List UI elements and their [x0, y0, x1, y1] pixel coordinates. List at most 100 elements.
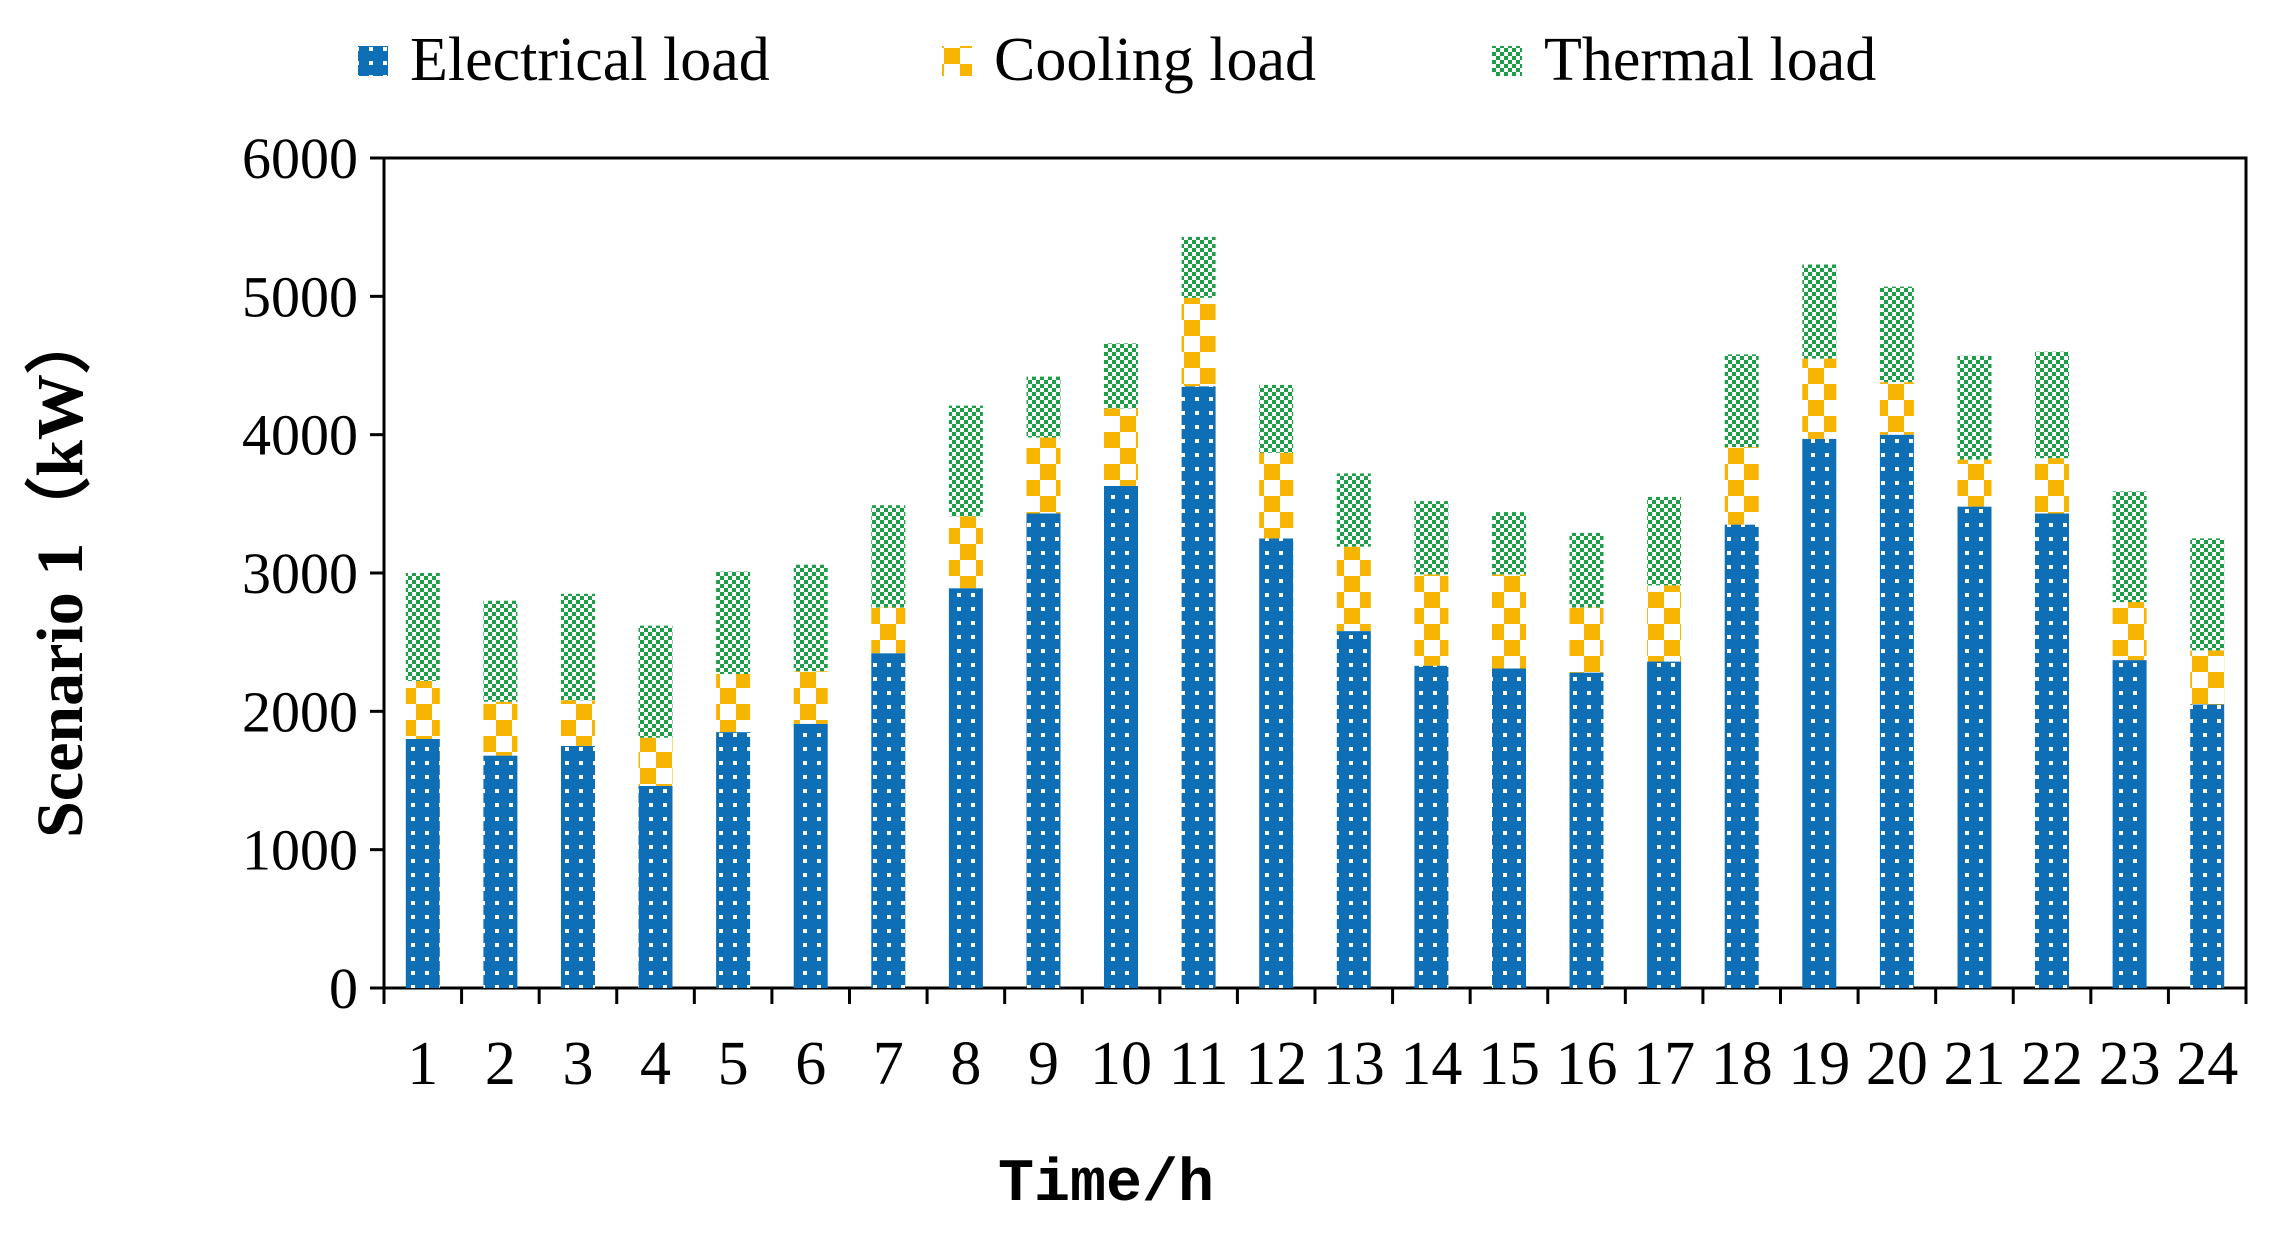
bar-cooling-load-3 [561, 700, 595, 746]
bar-cooling-load-22 [2035, 458, 2069, 514]
bar-thermal-load-1 [405, 573, 440, 681]
bar-electrical-load-1 [405, 739, 440, 988]
bar-thermal-load-21 [1957, 355, 1992, 460]
bar-electrical-load-21 [1957, 506, 1992, 988]
x-tick-label-10: 10 [1090, 1030, 1152, 1098]
bar-thermal-load-22 [2035, 351, 2069, 459]
bar-electrical-load-8 [948, 588, 983, 988]
bar-cooling-load-7 [871, 607, 906, 654]
bar-electrical-load-17 [1647, 661, 1682, 988]
bar-thermal-load-6 [793, 564, 828, 672]
x-tick-label-20: 20 [1866, 1030, 1928, 1098]
bar-thermal-load-5 [716, 571, 751, 674]
bar-cooling-load-8 [948, 516, 983, 589]
x-tick-label-22: 22 [2021, 1030, 2083, 1098]
y-tick-label-1000: 1000 [242, 818, 358, 883]
y-tick-label-4000: 4000 [242, 403, 358, 468]
x-tick-label-8: 8 [950, 1030, 981, 1098]
y-axis-title: Scenario 1（kW） [23, 308, 97, 838]
bar-cooling-load-10 [1104, 408, 1138, 486]
x-tick-label-16: 16 [1556, 1030, 1618, 1098]
x-tick-label-18: 18 [1711, 1030, 1773, 1098]
bar-electrical-load-18 [1724, 524, 1759, 988]
x-tick-label-6: 6 [795, 1030, 826, 1098]
bar-thermal-load-11 [1181, 236, 1216, 298]
y-tick-label-6000: 6000 [242, 126, 358, 191]
x-tick-label-14: 14 [1400, 1030, 1462, 1098]
x-axis: 1 2 3 4 5 6 7 8 9 10 11 12 13 14 15 16 17 18 19 20 21 22 23 24 [382, 988, 2248, 1098]
bar-cooling-load-14 [1414, 574, 1449, 666]
bars-layer [405, 236, 2225, 989]
x-tick-label-17: 17 [1633, 1030, 1695, 1098]
bar-thermal-load-13 [1336, 473, 1371, 547]
x-tick-label-1: 1 [407, 1030, 438, 1098]
x-axis-title: Time/h [998, 1151, 1214, 1219]
bar-cooling-load-17 [1647, 585, 1682, 662]
legend-swatch-electrical-load [358, 46, 388, 76]
bar-thermal-load-19 [1802, 264, 1837, 359]
y-tick-label-5000: 5000 [242, 264, 358, 329]
bar-electrical-load-16 [1569, 672, 1604, 988]
bar-electrical-load-13 [1336, 631, 1371, 988]
bar-electrical-load-3 [561, 745, 595, 988]
x-tick-label-21: 21 [1943, 1030, 2005, 1098]
bar-electrical-load-14 [1414, 665, 1449, 988]
x-tick-label-15: 15 [1478, 1030, 1540, 1098]
bar-thermal-load-12 [1259, 384, 1294, 453]
bar-electrical-load-19 [1802, 438, 1837, 988]
bar-thermal-load-7 [871, 505, 906, 608]
bar-thermal-load-15 [1492, 512, 1526, 575]
legend-label-cooling-load: Cooling load [994, 26, 1316, 94]
bar-cooling-load-18 [1724, 447, 1759, 525]
bar-electrical-load-6 [793, 723, 828, 988]
bar-thermal-load-3 [561, 593, 595, 701]
bar-thermal-load-17 [1647, 496, 1682, 586]
bar-thermal-load-10 [1104, 343, 1138, 409]
bar-electrical-load-2 [483, 755, 518, 988]
x-tick-label-7: 7 [873, 1030, 904, 1098]
x-tick-label-19: 19 [1788, 1030, 1850, 1098]
x-tick-label-11: 11 [1169, 1030, 1229, 1098]
bar-electrical-load-9 [1026, 513, 1061, 988]
bar-electrical-load-23 [2112, 660, 2147, 988]
bar-cooling-load-23 [2112, 602, 2147, 661]
bar-cooling-load-19 [1802, 358, 1837, 439]
bar-cooling-load-13 [1336, 546, 1371, 632]
bar-cooling-load-6 [793, 671, 828, 724]
bar-thermal-load-20 [1879, 286, 1914, 383]
y-tick-label-2000: 2000 [242, 679, 358, 744]
bar-thermal-load-18 [1724, 354, 1759, 448]
bar-thermal-load-8 [948, 405, 983, 517]
bar-thermal-load-9 [1026, 376, 1061, 438]
bar-cooling-load-1 [405, 680, 440, 739]
bar-electrical-load-5 [716, 732, 751, 988]
legend: Electrical load Cooling load Thermal load [358, 26, 1876, 94]
bar-electrical-load-22 [2035, 513, 2069, 988]
bar-electrical-load-4 [638, 786, 673, 988]
x-tick-label-23: 23 [2099, 1030, 2161, 1098]
bar-electrical-load-10 [1104, 485, 1138, 988]
bar-cooling-load-2 [483, 701, 518, 756]
bar-thermal-load-23 [2112, 491, 2147, 603]
y-tick-label-3000: 3000 [242, 541, 358, 606]
x-tick-label-3: 3 [562, 1030, 593, 1098]
legend-swatch-cooling-load [942, 46, 972, 76]
bar-thermal-load-16 [1569, 532, 1604, 608]
bar-electrical-load-20 [1879, 434, 1914, 988]
y-tick-label-0: 0 [329, 956, 358, 1021]
legend-swatch-thermal-load [1492, 46, 1522, 76]
bar-cooling-load-11 [1181, 297, 1216, 387]
bar-electrical-load-15 [1492, 668, 1526, 988]
x-tick-label-4: 4 [640, 1030, 671, 1098]
bar-thermal-load-4 [638, 625, 673, 738]
y-axis: 0 1000 2000 3000 4000 5000 6000 [242, 126, 384, 1021]
x-tick-label-12: 12 [1245, 1030, 1307, 1098]
x-tick-label-5: 5 [718, 1030, 749, 1098]
bar-cooling-load-4 [638, 737, 673, 786]
bar-thermal-load-2 [483, 600, 518, 702]
x-tick-label-13: 13 [1323, 1030, 1385, 1098]
bar-thermal-load-24 [2190, 538, 2225, 651]
legend-label-thermal-load: Thermal load [1544, 26, 1876, 94]
